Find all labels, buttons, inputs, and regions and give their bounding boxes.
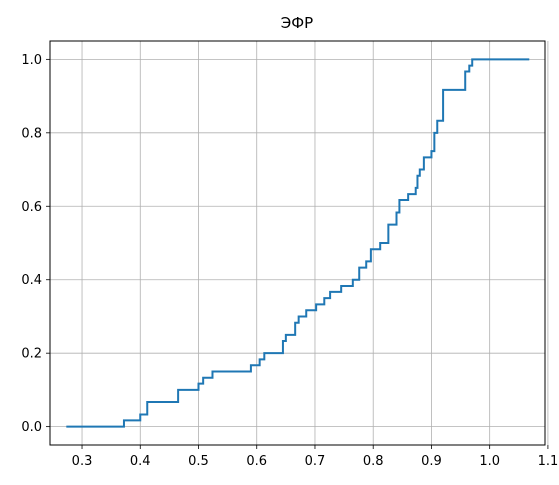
y-tick-label: 0.4 [21, 273, 42, 288]
ecdf-line [66, 58, 530, 428]
x-tick-label: 0.6 [246, 454, 267, 469]
y-tick-label: 0.8 [21, 126, 42, 141]
x-tick-label: 0.7 [305, 454, 326, 469]
x-tick-label: 0.3 [72, 454, 93, 469]
y-tick-label: 0.2 [21, 347, 42, 362]
y-tick-label: 0.6 [21, 200, 42, 215]
x-tick-label: 0.8 [363, 454, 384, 469]
x-tick-label: 1.1 [538, 454, 559, 469]
x-tick-label: 0.4 [130, 454, 151, 469]
plot-frame [49, 40, 546, 446]
chart-title: ЭФР [281, 14, 313, 32]
y-tick-label: 1.0 [21, 53, 42, 68]
y-tick-label: 0.0 [21, 420, 42, 435]
grid [50, 41, 549, 445]
x-tick-label: 1.0 [479, 454, 500, 469]
axes: 0.3 0.4 0.5 0.6 0.7 0.8 0.9 1.0 1.1 0.0 0.2 0.4 0.6 0… [21, 53, 558, 469]
x-tick-label: 0.5 [188, 454, 209, 469]
x-tick-label: 0.9 [421, 454, 442, 469]
series-layer [66, 58, 530, 428]
